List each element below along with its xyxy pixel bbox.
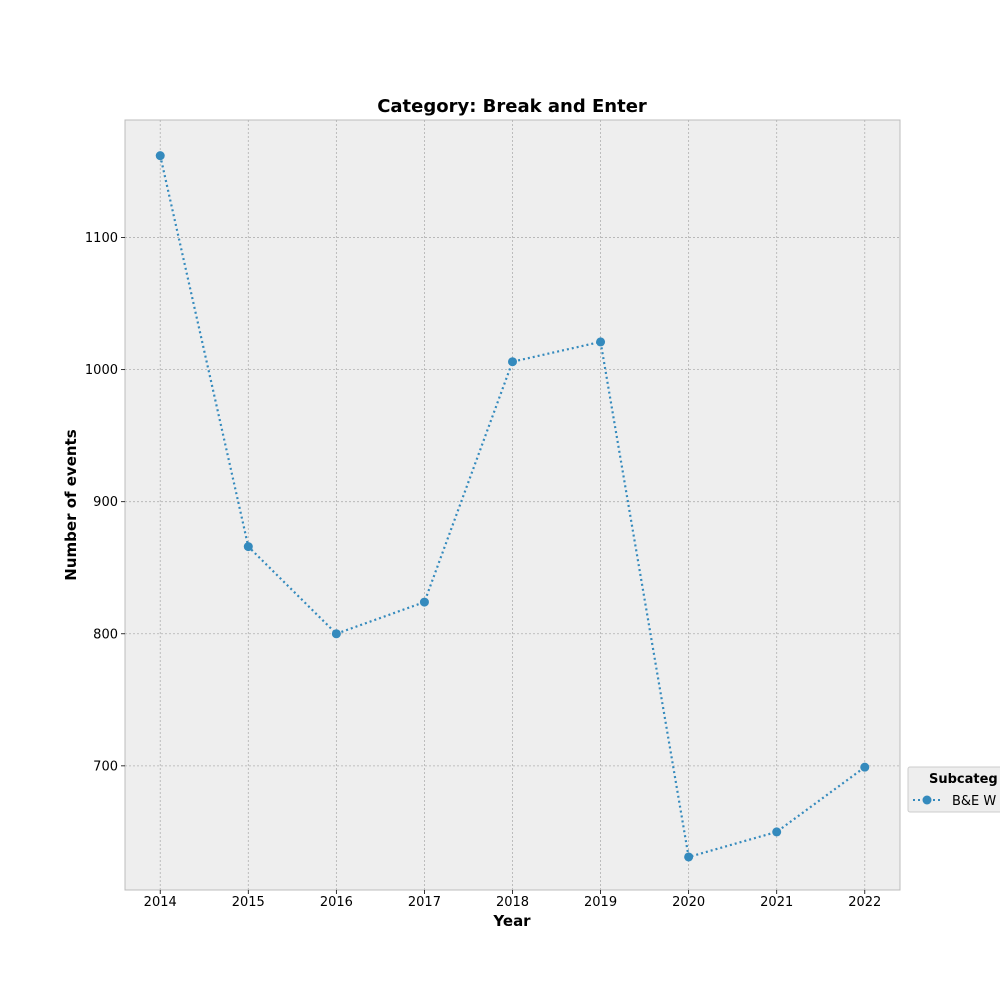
legend-title: Subcateg [929, 772, 998, 787]
data-point [684, 852, 694, 862]
data-point [155, 151, 165, 161]
y-tick-label: 900 [93, 495, 118, 510]
data-point [772, 827, 782, 837]
data-point [596, 337, 606, 347]
x-tick-label: 2021 [760, 895, 793, 910]
chart-title: Category: Break and Enter [377, 96, 647, 117]
x-tick-label: 2019 [584, 895, 617, 910]
legend-marker [922, 795, 932, 805]
x-tick-label: 2022 [848, 895, 881, 910]
y-ticks: 700 800 900 1000 1100 [85, 231, 125, 774]
data-point [419, 597, 429, 607]
x-tick-label: 2015 [232, 895, 265, 910]
y-tick-label: 700 [93, 759, 118, 774]
series-points [155, 151, 870, 862]
x-ticks: 2014 2015 2016 2017 2018 2019 2020 2021 2022 [144, 890, 881, 910]
data-point [508, 357, 517, 367]
x-tick-label: 2014 [144, 895, 177, 910]
y-tick-label: 1100 [85, 231, 118, 246]
x-axis-label: Year [492, 912, 531, 930]
x-tick-label: 2016 [320, 895, 353, 910]
x-tick-label: 2017 [408, 895, 441, 910]
legend-series-label: B&E W [952, 794, 996, 809]
data-point [243, 542, 253, 552]
legend: Subcateg B&E W [907, 766, 1000, 813]
data-point [860, 762, 870, 772]
data-point [331, 629, 341, 639]
y-axis-label: Number of events [62, 429, 80, 580]
x-tick-label: 2018 [496, 895, 529, 910]
y-tick-label: 800 [93, 627, 118, 642]
grid-lines [125, 120, 900, 890]
y-tick-label: 1000 [85, 363, 118, 378]
x-tick-label: 2020 [672, 895, 705, 910]
